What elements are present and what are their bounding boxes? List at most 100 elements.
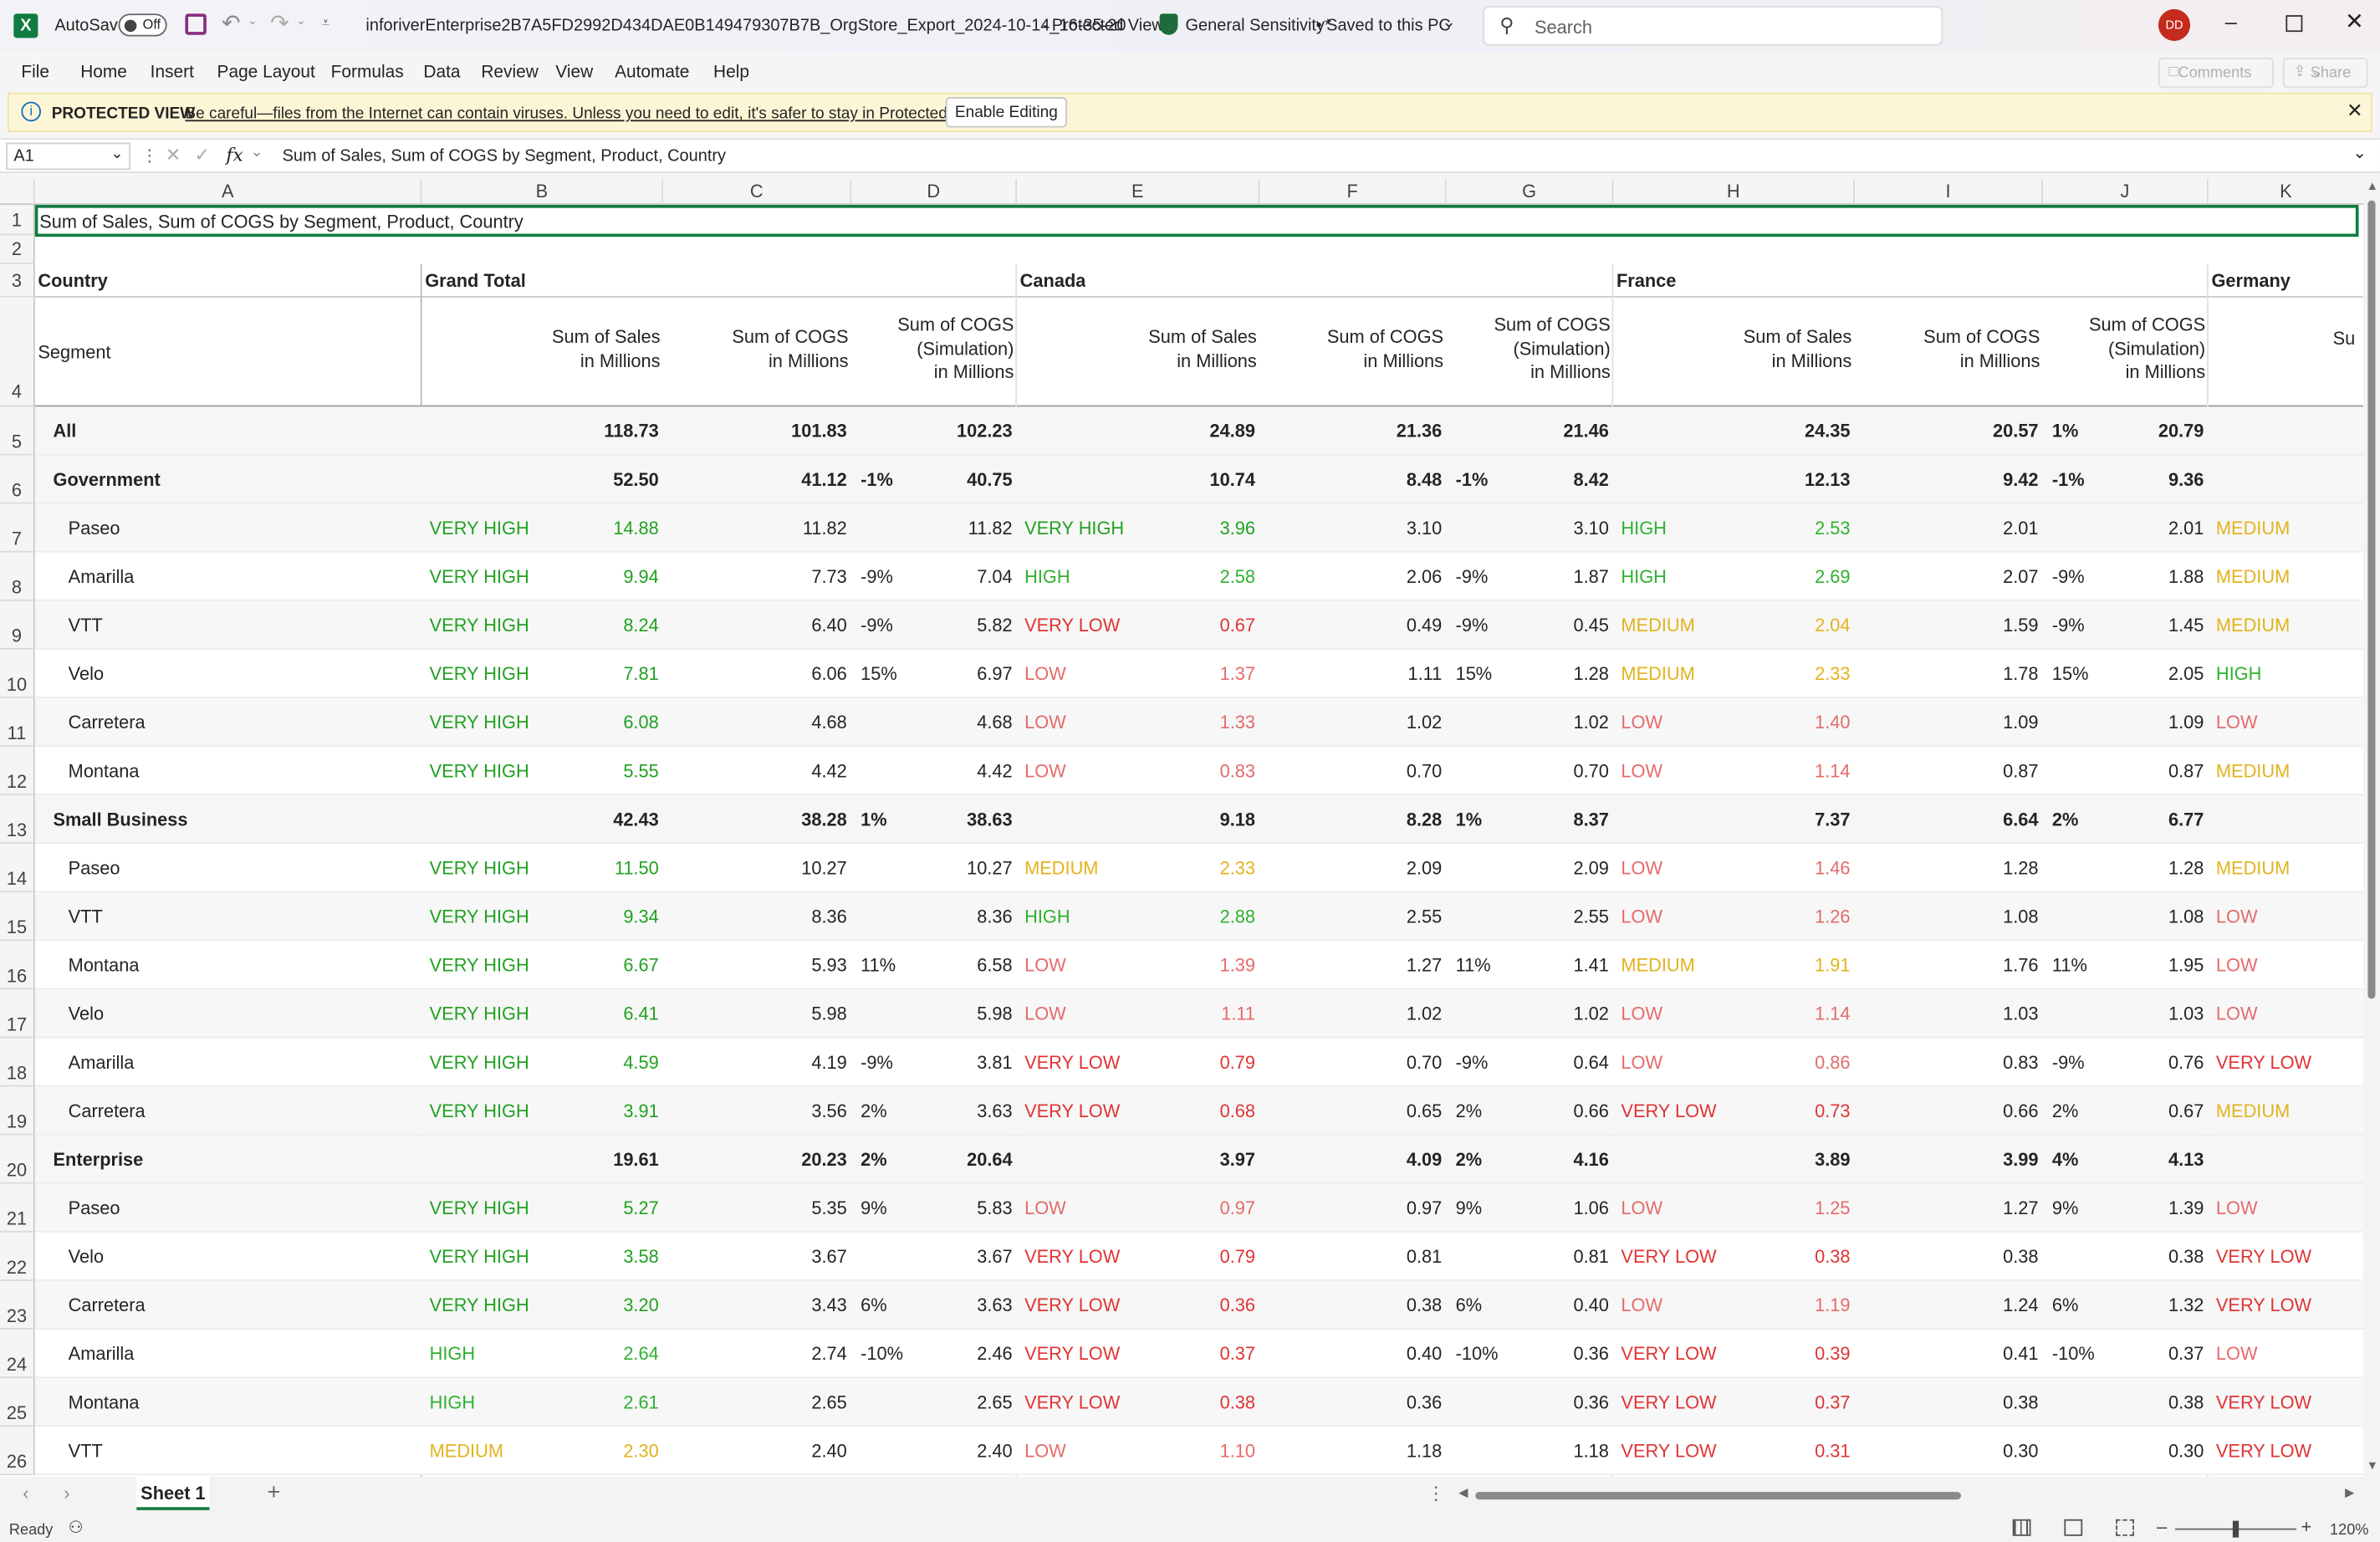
sales-value[interactable]: 8.24 — [623, 615, 659, 636]
row-label[interactable]: Carretera — [68, 712, 146, 733]
sales-value[interactable]: 24.89 — [1209, 420, 1256, 442]
row-header[interactable]: 19 — [0, 1086, 35, 1136]
tab-file[interactable]: File — [21, 64, 50, 83]
value-cell[interactable]: 0.70 — [1573, 760, 1609, 782]
sales-value[interactable]: 12.13 — [1804, 468, 1851, 491]
row-label[interactable]: Amarilla — [68, 1343, 135, 1365]
tab-view[interactable]: View — [555, 64, 594, 83]
value-cell[interactable]: 21.46 — [1563, 420, 1609, 442]
row-header[interactable]: 20 — [0, 1135, 35, 1184]
row-label[interactable]: Velo — [68, 1246, 105, 1268]
sales-value[interactable]: 14.88 — [613, 517, 659, 539]
vertical-scrollbar[interactable]: ▲ ▼ — [2362, 179, 2380, 1477]
variance-cell[interactable]: -9% — [861, 565, 893, 588]
sales-value[interactable]: 2.30 — [623, 1440, 659, 1462]
rating-label[interactable]: LOW — [1024, 760, 1066, 782]
row-header[interactable]: 25 — [0, 1378, 35, 1427]
row-header[interactable]: 16 — [0, 941, 35, 990]
sales-value[interactable]: 2.53 — [1815, 517, 1851, 539]
value-cell[interactable]: 3.67 — [977, 1246, 1013, 1268]
variance-cell[interactable]: -10% — [2051, 1343, 2095, 1365]
value-cell[interactable]: 5.83 — [977, 1197, 1013, 1219]
normal-view-icon[interactable] — [2012, 1519, 2031, 1536]
row-header[interactable]: 13 — [0, 795, 35, 845]
variance-cell[interactable]: 9% — [2051, 1197, 2079, 1219]
variance-cell[interactable]: -10% — [861, 1343, 903, 1365]
value-cell[interactable]: 1.08 — [2168, 906, 2204, 927]
value-cell[interactable]: 1.28 — [2168, 857, 2204, 879]
search-input[interactable]: ⚲ Search — [1483, 6, 1943, 46]
insert-function-icon[interactable]: fx — [226, 144, 243, 166]
value-cell[interactable]: 0.38 — [2003, 1246, 2039, 1268]
value-cell[interactable]: 1.78 — [2003, 663, 2039, 685]
value-cell[interactable]: 1.02 — [1406, 1003, 1443, 1025]
page-layout-view-icon[interactable] — [2064, 1519, 2083, 1536]
comments-button[interactable]: □ Comments — [2158, 57, 2274, 89]
zoom-in-icon[interactable]: + — [2301, 1516, 2312, 1538]
value-cell[interactable]: 0.49 — [1406, 615, 1443, 636]
sales-value[interactable]: 0.36 — [1219, 1294, 1256, 1316]
rating-label[interactable]: MEDIUM — [2215, 517, 2291, 539]
redo-dropdown-icon[interactable]: ⌄ — [295, 13, 307, 28]
value-cell[interactable]: 1.28 — [1573, 663, 1609, 685]
add-sheet-icon[interactable]: + — [267, 1479, 281, 1506]
value-cell[interactable]: 1.03 — [2168, 1003, 2204, 1025]
sales-value[interactable]: 19.61 — [613, 1148, 659, 1171]
value-cell[interactable]: 6.77 — [2168, 809, 2204, 830]
rating-label[interactable]: VERY HIGH — [429, 1246, 529, 1268]
rating-label[interactable]: HIGH — [1621, 517, 1667, 539]
variance-cell[interactable]: 1% — [1455, 809, 1483, 830]
value-cell[interactable]: 0.70 — [1406, 760, 1443, 782]
chevron-down-icon[interactable]: ⌄ — [250, 144, 263, 161]
variance-cell[interactable]: 11% — [861, 954, 896, 977]
value-cell[interactable]: 3.63 — [977, 1294, 1013, 1316]
sales-value[interactable]: 0.79 — [1219, 1246, 1256, 1268]
value-cell[interactable]: 1.09 — [2003, 712, 2039, 733]
enter-icon[interactable]: ✓ — [194, 144, 210, 166]
zoom-out-icon[interactable]: – — [2157, 1516, 2168, 1538]
row-header[interactable]: 14 — [0, 844, 35, 893]
maximize-icon[interactable] — [2286, 15, 2303, 33]
minimize-icon[interactable]: – — [2224, 8, 2237, 33]
variance-cell[interactable]: 15% — [2051, 663, 2089, 685]
rating-label[interactable]: VERY HIGH — [429, 663, 529, 685]
tab-automate[interactable]: Automate — [615, 64, 690, 83]
tab-review[interactable]: Review — [481, 64, 539, 83]
row-label[interactable]: Paseo — [68, 1197, 120, 1219]
value-cell[interactable]: 40.75 — [967, 468, 1013, 491]
rating-label[interactable]: MEDIUM — [1024, 857, 1099, 879]
sales-value[interactable]: 2.33 — [1815, 663, 1851, 685]
value-cell[interactable]: 21.36 — [1396, 420, 1443, 442]
variance-cell[interactable]: 15% — [1455, 663, 1493, 685]
value-cell[interactable]: 3.43 — [811, 1294, 847, 1316]
rating-label[interactable]: VERY HIGH — [1024, 517, 1125, 539]
value-cell[interactable]: 8.42 — [1573, 468, 1609, 491]
column-header-a[interactable]: A — [34, 179, 422, 206]
value-cell[interactable]: 20.79 — [2158, 420, 2204, 442]
value-cell[interactable]: 1.59 — [2003, 615, 2039, 636]
rating-label[interactable]: VERY LOW — [1621, 1246, 1717, 1268]
sales-value[interactable]: 1.91 — [1815, 954, 1851, 977]
value-cell[interactable]: 4.42 — [811, 760, 847, 782]
variance-cell[interactable]: 11% — [2051, 954, 2087, 977]
sales-value[interactable]: 0.39 — [1815, 1343, 1851, 1365]
sales-value[interactable]: 2.04 — [1815, 615, 1851, 636]
sales-value[interactable]: 7.37 — [1815, 809, 1851, 830]
sales-value[interactable]: 0.38 — [1815, 1246, 1851, 1268]
sales-value[interactable]: 0.67 — [1219, 615, 1256, 636]
rating-label[interactable]: VERY HIGH — [429, 857, 529, 879]
undo-icon[interactable]: ↶ — [221, 10, 241, 37]
value-cell[interactable]: 2.74 — [811, 1343, 847, 1365]
variance-cell[interactable]: 1% — [861, 809, 887, 830]
value-cell[interactable]: 1.06 — [1573, 1197, 1609, 1219]
rating-label[interactable]: VERY HIGH — [429, 760, 529, 782]
column-header-c[interactable]: C — [663, 179, 852, 206]
sales-value[interactable]: 9.34 — [623, 906, 659, 927]
share-button[interactable]: ⇪ Share ⌄ — [2282, 57, 2368, 89]
rating-label[interactable]: LOW — [1621, 1051, 1663, 1074]
rating-label[interactable]: LOW — [1024, 1197, 1066, 1219]
protected-view-message[interactable]: Be careful—files from the Internet can c… — [185, 105, 990, 124]
value-cell[interactable]: 10.27 — [801, 857, 847, 879]
value-cell[interactable]: 1.02 — [1573, 1003, 1609, 1025]
variance-cell[interactable]: 2% — [1455, 1148, 1483, 1171]
